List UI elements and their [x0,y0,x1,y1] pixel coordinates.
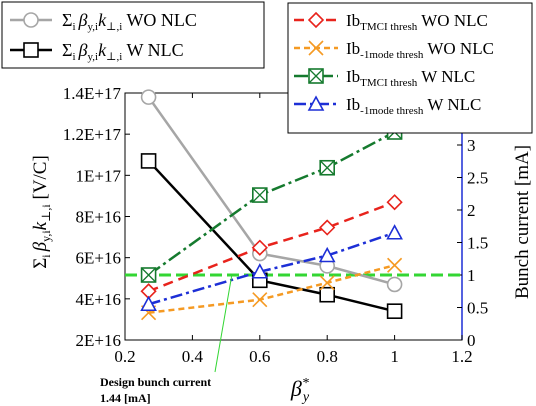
marker-cross [308,68,324,84]
right-tick-label: 1 [467,266,476,285]
legend-label-sum_w: Σi βy,ik⊥,i W NLC [62,40,184,63]
legend-marker-ib_1mode_w [307,95,325,111]
x-axis-title: β* y [290,376,310,405]
right-tick-label: 2.5 [467,169,488,188]
data-point-ib_tmci_w [140,267,157,283]
legend-label-ib_1mode_w: Ib-1mode thresh W NLC [346,95,481,117]
design-current-label-line1: Design bunch current [100,375,211,389]
left-tick-label: 6E+16 [76,249,121,268]
series-line-sum_w [147,160,395,313]
right-tick-label: 3 [467,136,476,155]
series-line-ib_tmci_w [147,130,396,277]
left-tick-label: 4E+16 [76,290,121,309]
legend-marker-ib_tmci_wo [307,11,325,29]
data-point-ib_1mode_wo [319,275,335,291]
legend-sum: Σi βy,ik⊥,i WO NLC Σi βy,ik⊥,i W NLC [1,1,265,69]
left-axis-title: Σiβy,ik⊥,i [V/C] [30,155,53,269]
series-line-ib_1mode_wo [148,264,395,314]
marker-cross [252,187,268,203]
data-point-sum_w [386,303,403,319]
series-sum_w [140,153,403,319]
data-point-sum_wo [140,89,157,105]
right-axis-title: Bunch current [mA] [512,145,533,299]
x-tick-label: 1 [390,347,399,366]
series-ib_1mode_w [140,224,403,312]
left-tick-label: 8E+16 [76,208,121,227]
legend-marker-ib_1mode_wo [308,40,324,56]
design-current-label-line2: 1.44 [mA] [100,391,151,405]
series-line-ib_tmci_wo [148,201,396,293]
x-tick-label: 0.8 [317,347,338,366]
design-current-pointer [214,273,233,373]
right-tick-label: 2 [467,201,476,220]
chart-layer-legends: Σi βy,ik⊥,i WO NLC Σi βy,ik⊥,i W NLC IbTMCI … [1,1,533,134]
series-ib_tmci_wo [140,194,403,300]
chart-layer-axes: 0.2 0.4 0.6 0.8 1 1.2 2E+16 4E+16 6E+16 8E+16 1E+1… [63,84,488,366]
legend-label-sum_wo: Σi βy,ik⊥,i WO NLC [62,10,197,33]
left-tick-label: 1E+17 [76,166,122,185]
marker-cross [141,267,157,283]
x-tick-label: 0.4 [182,347,204,366]
data-point-ib_tmci_wo [386,194,403,211]
legend-label-ib_1mode_wo: Ib-1mode thresh WO NLC [346,39,494,61]
data-point-ib_1mode_wo [252,292,268,308]
series-ib_1mode_wo [141,257,403,321]
series-ib_tmci_w [140,124,403,283]
series-line-ib_1mode_w [148,231,395,306]
data-point-ib_1mode_wo [387,257,403,273]
left-tick-label: 1.2E+17 [63,125,122,144]
right-tick-label: 0.5 [467,299,488,318]
left-tick-label: 1.4E+17 [63,84,122,103]
legend-threshold-box [287,2,533,134]
marker-cross [319,160,335,176]
right-tick-label: 0 [467,331,476,350]
x-tick-label: 0.2 [114,347,135,366]
data-point-sum_w [140,153,157,169]
legend-marker-sum_w [23,42,39,58]
data-point-sum_w [319,286,336,303]
x-tick-label: 1.2 [451,347,472,366]
data-point-ib_tmci_w [252,187,268,203]
data-point-ib_1mode_w [251,263,269,279]
data-point-ib_1mode_w [386,224,403,240]
left-tick-label: 2E+16 [76,331,121,350]
data-point-ib_1mode_w [140,295,157,312]
data-point-ib_tmci_w [319,159,336,176]
legend-label-ib_tmci_wo: IbTMCI thresh WO NLC [346,11,488,33]
data-point-ib_tmci_wo [251,239,268,256]
right-tick-label: 1.5 [467,234,488,253]
legend-sum-box [1,1,265,69]
data-point-sum_wo [386,276,403,293]
data-point-ib_tmci_wo [319,219,336,236]
legend-label-ib_tmci_w: IbTMCI thresh W NLC [346,67,475,89]
x-tick-label: 0.6 [249,347,270,366]
data-point-ib_1mode_w [318,246,336,263]
legend-marker-sum_wo [23,12,39,28]
legend-threshold: IbTMCI thresh WO NLC Ib-1mode thresh WO N… [287,2,533,134]
legend-marker-ib_tmci_w [308,68,324,84]
